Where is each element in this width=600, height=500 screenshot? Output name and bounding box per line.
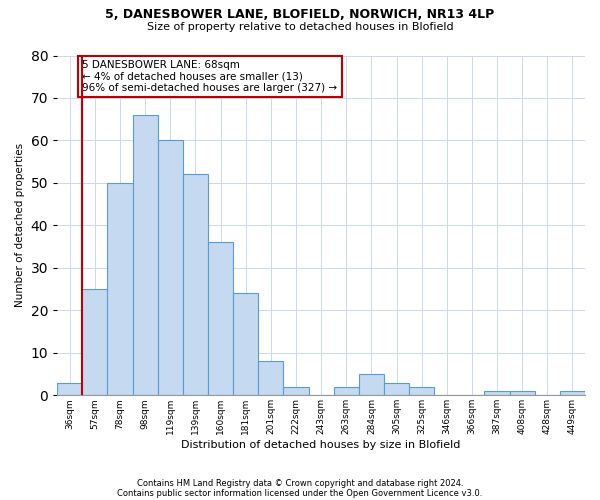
Bar <box>484 391 509 396</box>
Bar <box>133 115 158 396</box>
Bar <box>57 382 82 396</box>
Text: Contains public sector information licensed under the Open Government Licence v3: Contains public sector information licen… <box>118 488 482 498</box>
Bar <box>82 289 107 396</box>
Bar <box>560 391 585 396</box>
Bar <box>359 374 384 396</box>
Bar <box>258 362 283 396</box>
Bar <box>509 391 535 396</box>
Y-axis label: Number of detached properties: Number of detached properties <box>15 144 25 308</box>
Bar <box>208 242 233 396</box>
Bar <box>158 140 183 396</box>
Bar <box>183 174 208 396</box>
Bar <box>283 387 308 396</box>
Text: 5, DANESBOWER LANE, BLOFIELD, NORWICH, NR13 4LP: 5, DANESBOWER LANE, BLOFIELD, NORWICH, N… <box>106 8 494 20</box>
Bar <box>409 387 434 396</box>
Bar <box>233 294 258 396</box>
X-axis label: Distribution of detached houses by size in Blofield: Distribution of detached houses by size … <box>181 440 461 450</box>
Bar <box>334 387 359 396</box>
Bar <box>107 183 133 396</box>
Text: Size of property relative to detached houses in Blofield: Size of property relative to detached ho… <box>146 22 454 32</box>
Bar <box>384 382 409 396</box>
Text: Contains HM Land Registry data © Crown copyright and database right 2024.: Contains HM Land Registry data © Crown c… <box>137 478 463 488</box>
Text: 5 DANESBOWER LANE: 68sqm
← 4% of detached houses are smaller (13)
96% of semi-de: 5 DANESBOWER LANE: 68sqm ← 4% of detache… <box>82 60 337 93</box>
